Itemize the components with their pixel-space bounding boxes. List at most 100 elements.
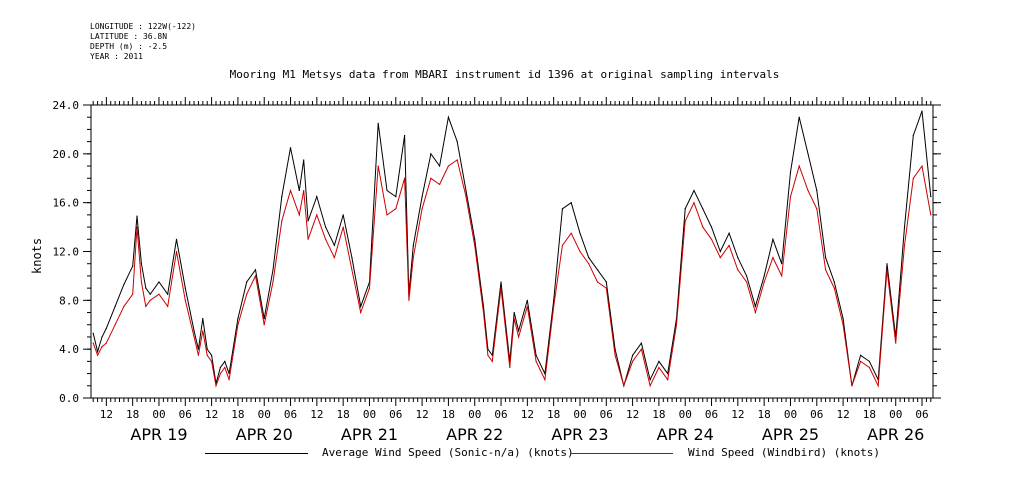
x-day-label: APR 25 xyxy=(762,425,819,444)
x-hour-label: 18 xyxy=(758,408,771,421)
data-point xyxy=(224,360,226,362)
data-point xyxy=(895,342,897,344)
data-point xyxy=(96,351,99,353)
data-point xyxy=(842,318,844,320)
x-hour-label: 06 xyxy=(389,408,402,421)
meta-longitude: LONGITUDE : 122W(-122) xyxy=(90,22,196,31)
data-point xyxy=(684,220,686,222)
data-point xyxy=(561,244,564,246)
y-tick-label: 20.0 xyxy=(53,148,80,161)
data-point xyxy=(386,189,388,192)
data-point xyxy=(535,354,537,356)
data-point xyxy=(719,257,721,259)
data-point xyxy=(789,195,792,198)
data-point xyxy=(605,281,607,283)
data-point xyxy=(281,195,283,198)
x-hour-label: 18 xyxy=(337,408,350,421)
data-point xyxy=(101,336,103,338)
data-point xyxy=(289,147,292,149)
data-point xyxy=(215,385,217,387)
data-point xyxy=(403,177,406,179)
data-point xyxy=(719,250,721,253)
data-point xyxy=(158,293,160,295)
data-point xyxy=(210,354,213,356)
data-point xyxy=(588,263,590,265)
data-point xyxy=(710,226,713,228)
data-point xyxy=(246,281,248,283)
data-point xyxy=(500,281,502,283)
data-point xyxy=(272,281,274,283)
data-point xyxy=(206,354,208,356)
data-point xyxy=(447,116,450,118)
data-point xyxy=(816,189,818,192)
legend-line-average xyxy=(205,453,308,454)
data-point xyxy=(903,226,906,228)
data-point xyxy=(930,214,932,216)
x-hour-label: 12 xyxy=(626,408,639,421)
data-point xyxy=(193,336,195,338)
data-point xyxy=(237,324,239,326)
data-point xyxy=(781,263,783,265)
data-point xyxy=(868,360,871,362)
y-tick-label: 4.0 xyxy=(59,343,79,356)
data-point xyxy=(842,324,844,326)
series-line-1 xyxy=(92,159,932,388)
data-point xyxy=(325,238,327,240)
data-point xyxy=(754,311,756,314)
data-point xyxy=(667,379,669,381)
data-point xyxy=(123,283,125,286)
data-point xyxy=(553,305,555,308)
data-point xyxy=(272,269,274,271)
data-point xyxy=(824,269,827,271)
data-point xyxy=(210,360,213,362)
data-point xyxy=(807,189,809,192)
data-point xyxy=(123,305,125,308)
data-point xyxy=(351,269,353,271)
data-point xyxy=(763,275,765,277)
legend-line-windbird xyxy=(570,453,673,454)
x-hour-label: 18 xyxy=(547,408,560,421)
data-point xyxy=(596,269,599,271)
data-point xyxy=(596,281,599,283)
data-point xyxy=(421,208,423,210)
legend-label-average: Average Wind Speed (Sonic-n/a) (knots) xyxy=(322,446,574,459)
data-point xyxy=(167,305,169,308)
data-point xyxy=(513,311,515,314)
data-point xyxy=(561,208,564,210)
x-hour-label: 18 xyxy=(231,408,244,421)
data-point xyxy=(474,238,476,240)
data-point xyxy=(754,305,756,308)
x-hour-label: 18 xyxy=(652,408,665,421)
data-point xyxy=(132,265,134,267)
data-point xyxy=(693,189,695,192)
data-point xyxy=(307,220,309,222)
data-point xyxy=(377,165,379,167)
data-point xyxy=(447,165,450,167)
data-point xyxy=(886,263,888,265)
legend-label-windbird: Wind Speed (Windbird) (knots) xyxy=(688,446,881,459)
y-tick-label: 8.0 xyxy=(59,294,79,307)
data-point xyxy=(807,153,809,155)
data-point xyxy=(658,360,660,362)
y-tick-label: 12.0 xyxy=(53,246,80,259)
data-point xyxy=(197,348,200,350)
data-point xyxy=(421,195,423,198)
data-point xyxy=(149,299,151,301)
data-point xyxy=(798,116,800,118)
data-point xyxy=(101,346,103,348)
data-point xyxy=(921,110,923,112)
data-point xyxy=(408,299,410,301)
data-point xyxy=(325,226,327,228)
x-hour-label: 12 xyxy=(731,408,744,421)
data-point xyxy=(456,141,458,143)
data-point xyxy=(197,354,200,356)
x-day-label: APR 23 xyxy=(551,425,608,444)
data-point xyxy=(737,269,739,271)
x-day-label: APR 19 xyxy=(130,425,187,444)
data-point xyxy=(439,183,441,185)
data-point xyxy=(430,153,432,155)
x-hour-label: 12 xyxy=(521,408,534,421)
data-point xyxy=(351,257,353,259)
data-point xyxy=(254,275,257,277)
data-point xyxy=(553,299,555,301)
